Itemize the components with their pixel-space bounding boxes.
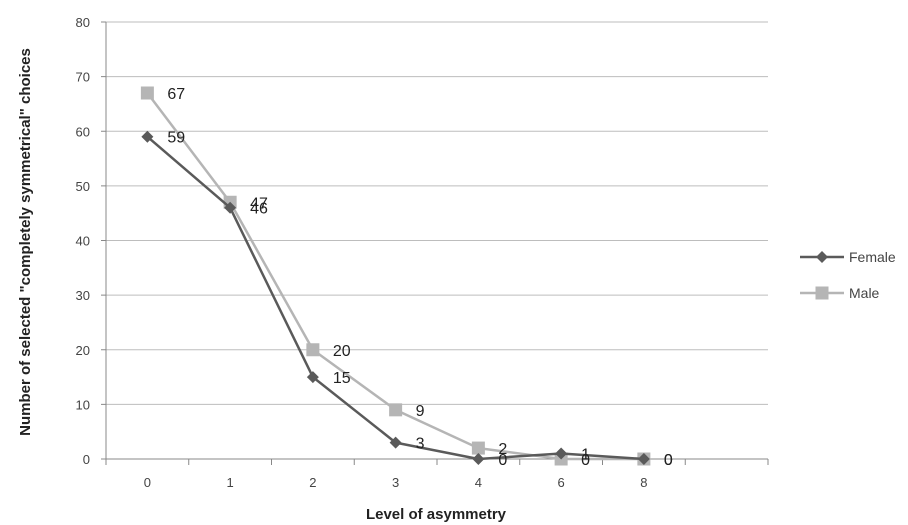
data-label: 1: [581, 447, 590, 464]
legend-marker: [815, 286, 829, 300]
x-tick-label: 1: [227, 475, 234, 490]
data-point: [141, 130, 154, 143]
y-tick-label: 70: [76, 70, 90, 85]
data-label: 47: [250, 195, 268, 212]
data-point: [389, 403, 403, 417]
y-tick-label: 60: [76, 124, 90, 139]
data-point: [472, 453, 485, 465]
series-male: [140, 86, 651, 466]
data-label: 0: [498, 452, 507, 469]
data-point: [471, 441, 485, 455]
legend-item-female: Female: [800, 249, 896, 265]
data-label: 2: [498, 441, 507, 458]
gridlines: [106, 21, 768, 405]
x-tick-label: 2: [309, 475, 316, 490]
data-label: 46: [250, 201, 268, 218]
data-label: 15: [333, 370, 351, 387]
x-tick-label: 6: [558, 475, 565, 490]
legend-marker: [816, 251, 828, 263]
legend-item-male: Male: [800, 285, 880, 301]
x-tick-label: 8: [640, 475, 647, 490]
axes: [105, 22, 768, 460]
y-tick-label: 20: [76, 343, 90, 358]
data-label: 0: [664, 452, 673, 469]
data-label: 20: [333, 343, 351, 360]
data-label: 67: [167, 86, 185, 103]
data-point: [637, 453, 650, 465]
data-point: [140, 86, 154, 100]
data-point: [224, 201, 237, 214]
data-point: [306, 343, 320, 357]
legend-label: Male: [849, 285, 880, 301]
data-label: 59: [167, 130, 185, 147]
y-tick-label: 10: [76, 397, 90, 412]
x-axis-ticks: 0 1 2 3 4 6 8: [105, 459, 769, 490]
y-tick-label: 0: [83, 452, 90, 467]
data-label: 0: [664, 452, 673, 469]
data-label: 0: [581, 452, 590, 469]
series-female: [141, 130, 650, 465]
data-label: 3: [416, 436, 425, 453]
y-tick-label: 30: [76, 288, 90, 303]
y-tick-label: 40: [76, 234, 90, 249]
legend: Female Male: [800, 249, 896, 301]
data-point: [555, 447, 568, 460]
y-axis-title: Number of selected "completely symmetric…: [17, 48, 34, 436]
x-tick-label: 3: [392, 475, 399, 490]
data-label: 9: [416, 403, 425, 420]
series-layer: [140, 86, 651, 466]
y-axis-ticks: 0 10 20 30 40 50 60 70 80: [76, 15, 106, 467]
y-tick-label: 80: [76, 15, 90, 30]
legend-label: Female: [849, 249, 896, 265]
data-point: [306, 371, 319, 384]
x-axis-title: Level of asymmetry: [366, 506, 507, 523]
x-tick-label: 4: [475, 475, 482, 490]
x-tick-label: 0: [144, 475, 151, 490]
data-point: [389, 436, 402, 449]
y-tick-label: 50: [76, 179, 90, 194]
